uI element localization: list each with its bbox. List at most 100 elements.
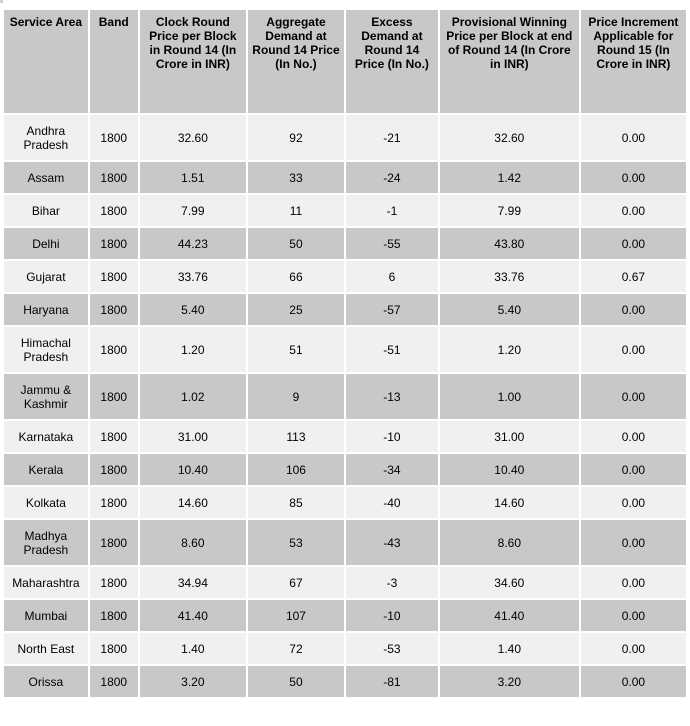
cell-price-increment: 0.00 — [580, 374, 686, 419]
cell-clock-price: 32.60 — [139, 115, 246, 160]
cell-service-area: Madhya Pradesh — [4, 520, 88, 565]
cell-service-area: Mumbai — [4, 600, 88, 631]
cell-clock-price: 1.02 — [139, 374, 246, 419]
cell-service-area: Kerala — [4, 454, 88, 485]
cell-excess-demand: -55 — [345, 228, 438, 259]
cell-clock-price: 1.51 — [139, 162, 246, 193]
cell-winning-price: 8.60 — [439, 520, 579, 565]
cell-excess-demand: -53 — [345, 633, 438, 664]
cell-clock-price: 10.40 — [139, 454, 246, 485]
cell-band: 1800 — [89, 666, 138, 697]
cell-band: 1800 — [89, 600, 138, 631]
cell-service-area: Gujarat — [4, 261, 88, 292]
cell-aggregate-demand: 85 — [247, 487, 344, 518]
cell-excess-demand: -3 — [345, 567, 438, 598]
cell-winning-price: 32.60 — [439, 115, 579, 160]
cell-clock-price: 8.60 — [139, 520, 246, 565]
cell-winning-price: 10.40 — [439, 454, 579, 485]
cell-price-increment: 0.00 — [580, 633, 686, 664]
cell-winning-price: 1.20 — [439, 327, 579, 372]
cell-aggregate-demand: 113 — [247, 421, 344, 452]
cell-winning-price: 1.00 — [439, 374, 579, 419]
cell-price-increment: 0.00 — [580, 600, 686, 631]
cell-excess-demand: -1 — [345, 195, 438, 226]
cell-aggregate-demand: 92 — [247, 115, 344, 160]
cell-clock-price: 3.20 — [139, 666, 246, 697]
table-row: Haryana 1800 5.40 25 -57 5.40 0.00 — [4, 294, 686, 325]
table-row: Himachal Pradesh 1800 1.20 51 -51 1.20 0… — [4, 327, 686, 372]
auction-results-table: Service Area Band Clock Round Price per … — [2, 8, 688, 699]
table-row: Orissa 1800 3.20 50 -81 3.20 0.00 — [4, 666, 686, 697]
cell-excess-demand: -43 — [345, 520, 438, 565]
cell-clock-price: 7.99 — [139, 195, 246, 226]
cell-band: 1800 — [89, 374, 138, 419]
cell-band: 1800 — [89, 633, 138, 664]
cell-service-area: Himachal Pradesh — [4, 327, 88, 372]
table-row: Maharashtra 1800 34.94 67 -3 34.60 0.00 — [4, 567, 686, 598]
cell-excess-demand: -24 — [345, 162, 438, 193]
cell-clock-price: 44.23 — [139, 228, 246, 259]
cell-price-increment: 0.00 — [580, 520, 686, 565]
cell-clock-price: 41.40 — [139, 600, 246, 631]
cell-band: 1800 — [89, 162, 138, 193]
cell-aggregate-demand: 50 — [247, 228, 344, 259]
table-row: Madhya Pradesh 1800 8.60 53 -43 8.60 0.0… — [4, 520, 686, 565]
cell-price-increment: 0.00 — [580, 421, 686, 452]
cell-excess-demand: -21 — [345, 115, 438, 160]
cell-excess-demand: 6 — [345, 261, 438, 292]
cell-aggregate-demand: 51 — [247, 327, 344, 372]
cell-band: 1800 — [89, 228, 138, 259]
cell-service-area: Orissa — [4, 666, 88, 697]
cell-aggregate-demand: 72 — [247, 633, 344, 664]
cell-winning-price: 3.20 — [439, 666, 579, 697]
table-row: North East 1800 1.40 72 -53 1.40 0.00 — [4, 633, 686, 664]
cell-price-increment: 0.00 — [580, 228, 686, 259]
cell-aggregate-demand: 25 — [247, 294, 344, 325]
table-row: Mumbai 1800 41.40 107 -10 41.40 0.00 — [4, 600, 686, 631]
cell-winning-price: 5.40 — [439, 294, 579, 325]
cell-aggregate-demand: 33 — [247, 162, 344, 193]
cell-clock-price: 5.40 — [139, 294, 246, 325]
cell-winning-price: 1.42 — [439, 162, 579, 193]
cell-service-area: Andhra Pradesh — [4, 115, 88, 160]
header-row: Service Area Band Clock Round Price per … — [4, 10, 686, 113]
cell-excess-demand: -10 — [345, 600, 438, 631]
table-row: Bihar 1800 7.99 11 -1 7.99 0.00 — [4, 195, 686, 226]
cell-price-increment: 0.00 — [580, 454, 686, 485]
cell-price-increment: 0.00 — [580, 327, 686, 372]
cell-band: 1800 — [89, 195, 138, 226]
cell-band: 1800 — [89, 294, 138, 325]
cell-service-area: North East — [4, 633, 88, 664]
cell-aggregate-demand: 106 — [247, 454, 344, 485]
cell-band: 1800 — [89, 487, 138, 518]
cell-clock-price: 1.20 — [139, 327, 246, 372]
cell-band: 1800 — [89, 520, 138, 565]
cell-band: 1800 — [89, 115, 138, 160]
cell-price-increment: 0.00 — [580, 115, 686, 160]
top-edge-strip — [0, 0, 690, 4]
header-excess-demand: Excess Demand at Round 14 Price (In No.) — [345, 10, 438, 113]
header-price-increment: Price Increment Applicable for Round 15 … — [580, 10, 686, 113]
cell-winning-price: 41.40 — [439, 600, 579, 631]
cell-aggregate-demand: 67 — [247, 567, 344, 598]
cell-price-increment: 0.00 — [580, 195, 686, 226]
cell-clock-price: 33.76 — [139, 261, 246, 292]
cell-aggregate-demand: 11 — [247, 195, 344, 226]
cell-band: 1800 — [89, 421, 138, 452]
cell-aggregate-demand: 53 — [247, 520, 344, 565]
table-row: Assam 1800 1.51 33 -24 1.42 0.00 — [4, 162, 686, 193]
cell-excess-demand: -10 — [345, 421, 438, 452]
corner-mark — [0, 0, 3, 3]
cell-price-increment: 0.00 — [580, 487, 686, 518]
cell-excess-demand: -34 — [345, 454, 438, 485]
cell-clock-price: 1.40 — [139, 633, 246, 664]
cell-price-increment: 0.67 — [580, 261, 686, 292]
cell-band: 1800 — [89, 454, 138, 485]
cell-aggregate-demand: 9 — [247, 374, 344, 419]
cell-clock-price: 34.94 — [139, 567, 246, 598]
table-row: Kerala 1800 10.40 106 -34 10.40 0.00 — [4, 454, 686, 485]
cell-service-area: Assam — [4, 162, 88, 193]
cell-service-area: Delhi — [4, 228, 88, 259]
cell-excess-demand: -81 — [345, 666, 438, 697]
cell-winning-price: 43.80 — [439, 228, 579, 259]
